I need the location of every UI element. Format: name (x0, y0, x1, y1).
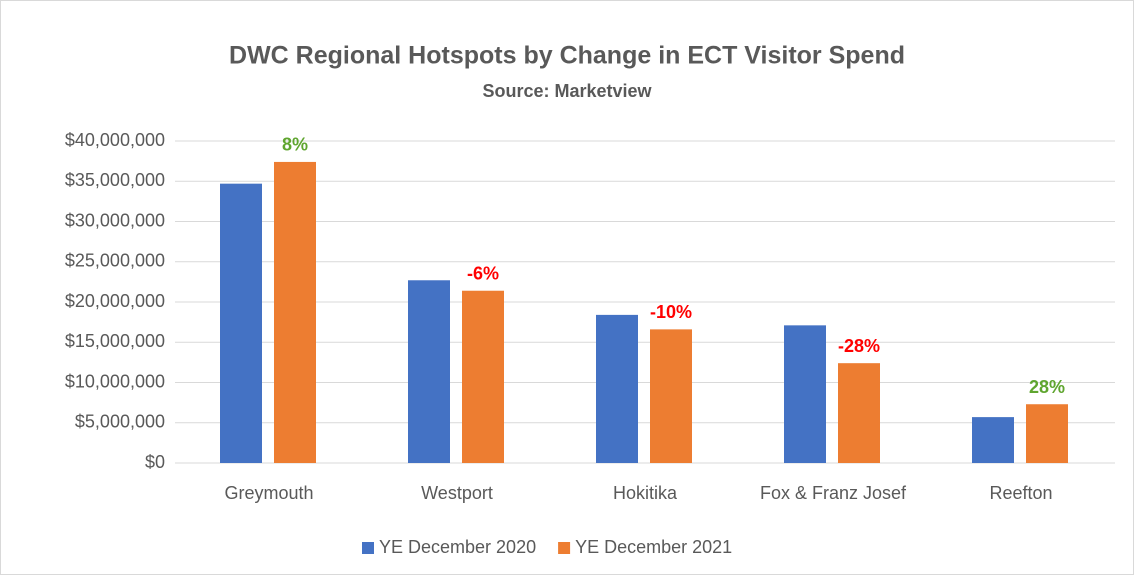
x-tick-label: Reefton (989, 483, 1052, 503)
bar (274, 161, 316, 463)
chart-title: DWC Regional Hotspots by Change in ECT V… (229, 42, 905, 70)
annotation: -6% (467, 263, 499, 283)
bar (596, 314, 638, 463)
x-tick-label: Hokitika (613, 483, 678, 503)
chart-subtitle: Source: Marketview (482, 81, 652, 101)
x-tick-label: Westport (421, 483, 493, 503)
bar (220, 183, 262, 464)
y-tick-label: $0 (145, 452, 165, 472)
bar (650, 329, 692, 463)
bar (972, 417, 1014, 463)
y-tick-label: $20,000,000 (65, 291, 165, 311)
annotation: -28% (838, 336, 880, 356)
x-tick-label: Greymouth (224, 483, 313, 503)
y-tick-label: $25,000,000 (65, 251, 165, 271)
y-tick-label: $15,000,000 (65, 331, 165, 351)
bar (784, 325, 826, 463)
bar (838, 363, 880, 463)
y-tick-label: $40,000,000 (65, 130, 165, 150)
bar (462, 290, 504, 463)
y-tick-label: $5,000,000 (75, 412, 165, 432)
annotation: -10% (650, 302, 692, 322)
y-tick-label: $30,000,000 (65, 210, 165, 230)
y-tick-label: $10,000,000 (65, 371, 165, 391)
legend-swatch (362, 542, 374, 554)
legend-label: YE December 2021 (575, 537, 732, 557)
bar (408, 280, 450, 463)
x-tick-label: Fox & Franz Josef (760, 483, 907, 503)
y-tick-label: $35,000,000 (65, 170, 165, 190)
bar (1026, 404, 1068, 463)
legend-label: YE December 2020 (379, 537, 536, 557)
legend-swatch (558, 542, 571, 554)
annotation: 28% (1029, 377, 1065, 397)
annotation: 8% (282, 135, 308, 155)
